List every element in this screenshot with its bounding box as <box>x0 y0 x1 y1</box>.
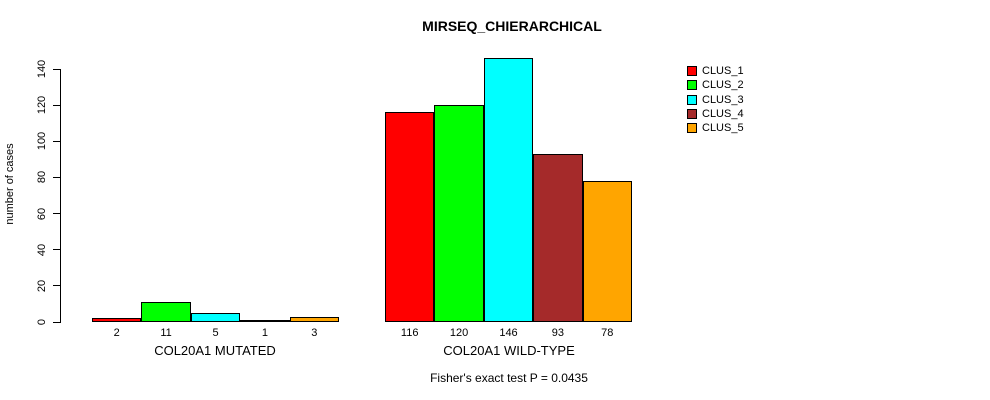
chart-title: MIRSEQ_CHIERARCHICAL <box>422 18 602 34</box>
bar-value-label: 78 <box>601 327 614 339</box>
legend-item-label: CLUS_2 <box>702 79 744 92</box>
legend-item-label: CLUS_4 <box>702 107 744 120</box>
y-axis-tick <box>53 213 60 215</box>
bar-clus_1-group-1 <box>385 112 435 322</box>
legend-item-label: CLUS_1 <box>702 65 744 77</box>
bar-clus_3-group-0 <box>190 313 241 322</box>
bar-clus_5-group-0 <box>289 317 339 322</box>
y-axis-tick-label: 20 <box>36 279 48 292</box>
y-axis-tick-label: 100 <box>36 132 48 151</box>
y-axis-tick-label: 60 <box>36 207 48 220</box>
legend-color-swatch <box>687 108 697 119</box>
legend-item-clus_2: CLUS_2 <box>687 79 744 92</box>
legend-item-clus_3: CLUS_3 <box>687 93 744 106</box>
annotation-fisher-test: Fisher's exact test P = 0.0435 <box>430 371 588 385</box>
bar-value-label: 146 <box>499 327 518 339</box>
y-axis-tick-label: 0 <box>36 318 48 326</box>
y-axis-tick-label: 140 <box>36 59 48 79</box>
group-label-mutated: COL20A1 MUTATED <box>154 343 276 358</box>
bar-value-label: 3 <box>311 327 318 339</box>
bar-clus_5-group-1 <box>582 181 632 322</box>
legend-item-label: CLUS_3 <box>702 93 744 106</box>
bar-value-label: 116 <box>400 327 419 339</box>
legend: CLUS_1 CLUS_2 CLUS_3 CLUS_4 CLUS_5 <box>687 66 744 137</box>
y-axis-tick-label: 40 <box>36 243 48 256</box>
legend-item-clus_1: CLUS_1 <box>687 65 744 77</box>
legend-color-swatch <box>687 94 697 105</box>
y-axis-tick <box>53 176 60 178</box>
group-label-wild-type: COL20A1 WILD-TYPE <box>443 343 575 358</box>
bar-value-label: 120 <box>449 327 469 339</box>
bar-value-label: 1 <box>261 327 268 339</box>
legend-item-clus_4: CLUS_4 <box>687 107 744 120</box>
legend-color-swatch <box>687 66 697 76</box>
legend-color-swatch <box>687 123 697 134</box>
bar-value-label: 2 <box>113 327 120 339</box>
legend-item-clus_5: CLUS_5 <box>687 122 744 135</box>
bar-clus_2-group-0 <box>141 302 191 322</box>
bar-clus_4-group-1 <box>533 154 583 322</box>
y-axis-tick <box>53 285 60 287</box>
bar-clus_4-group-0 <box>240 320 290 322</box>
y-axis-tick <box>53 249 60 251</box>
y-axis-label: number of cases <box>4 143 16 225</box>
y-axis-tick-label: 80 <box>36 171 48 184</box>
bar-value-label: 5 <box>212 327 219 339</box>
bar-value-label: 93 <box>551 327 565 339</box>
y-axis-line <box>60 69 61 323</box>
y-axis-tick-label: 120 <box>36 95 48 115</box>
bar-clus_1-group-0 <box>92 318 142 322</box>
y-axis-tick <box>53 321 60 323</box>
y-axis-tick <box>53 68 60 70</box>
legend-item-label: CLUS_5 <box>702 122 744 135</box>
bar-value-label: 11 <box>160 327 172 339</box>
bar-clus_3-group-1 <box>483 58 534 322</box>
y-axis-tick <box>53 140 60 142</box>
y-axis-tick <box>53 104 60 106</box>
bar-clus_2-group-1 <box>434 105 484 322</box>
legend-color-swatch <box>687 80 697 91</box>
